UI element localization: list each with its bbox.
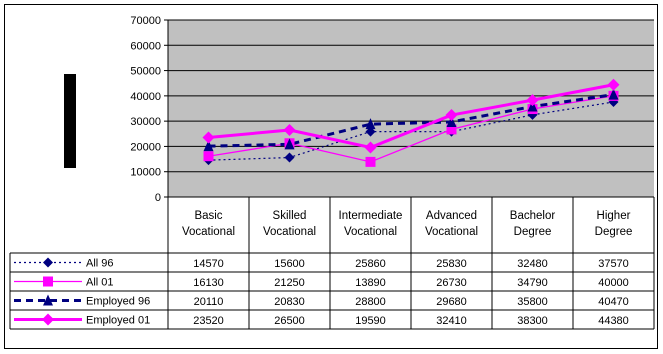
category-label: Vocational <box>344 226 397 238</box>
y-tick-label: 10000 <box>130 167 161 179</box>
category-label: Vocational <box>263 226 316 238</box>
category-label: Degree <box>595 226 633 238</box>
diamond-marker <box>526 94 539 107</box>
triangle-marker <box>43 294 53 306</box>
y-tick-label: 70000 <box>130 15 161 27</box>
category-label: Vocational <box>425 226 478 238</box>
table-cell: 13890 <box>355 277 386 289</box>
table-cell: 26500 <box>274 315 305 327</box>
table-cell: 26730 <box>436 277 467 289</box>
triangle-marker <box>365 118 376 130</box>
table-cell: 44380 <box>598 315 629 327</box>
table-cell: 20110 <box>194 296 224 308</box>
table-cell: 37570 <box>598 258 629 270</box>
table-cell: 21250 <box>274 277 305 289</box>
table-cell: 35800 <box>517 296 548 308</box>
diamond-marker <box>43 257 53 268</box>
table-cell: 32410 <box>436 315 467 327</box>
y-tick-label: 20000 <box>130 141 161 153</box>
table-cell: 29680 <box>436 296 467 308</box>
y-tick-label: 30000 <box>130 116 161 128</box>
triangle-marker <box>608 88 619 100</box>
series-line <box>208 95 614 163</box>
y-tick-label: 60000 <box>130 40 161 52</box>
diamond-marker <box>364 141 377 154</box>
diamond-marker <box>283 123 296 136</box>
table-cell: 40000 <box>598 277 629 289</box>
table-cell: 20830 <box>274 296 305 308</box>
table-cell: 32480 <box>517 258 548 270</box>
table-cell: 16130 <box>193 277 224 289</box>
category-label: Advanced <box>426 210 477 222</box>
table-cell: 40470 <box>598 296 629 308</box>
category-label: Degree <box>514 226 552 238</box>
diamond-marker <box>607 78 620 91</box>
triangle-marker <box>203 140 214 152</box>
diamond-marker <box>284 152 295 163</box>
category-label: Higher <box>597 210 631 222</box>
legend-label: Employed 96 <box>86 296 150 308</box>
y-tick-label: 0 <box>155 192 161 204</box>
table-cell: 38300 <box>517 315 548 327</box>
category-label: Bachelor <box>510 210 556 222</box>
table-cell: 25860 <box>355 258 386 270</box>
legend-label: All 01 <box>86 277 114 289</box>
y-tick-label: 50000 <box>130 66 161 78</box>
legend-label: All 96 <box>86 258 114 270</box>
triangle-marker <box>446 115 457 127</box>
y-tick-label: 40000 <box>130 91 161 103</box>
series-line <box>208 83 614 149</box>
table-cell: 28800 <box>355 296 386 308</box>
table-cell: 14570 <box>193 258 224 270</box>
triangle-marker <box>284 138 295 150</box>
square-marker <box>43 276 53 287</box>
table-cell: 25830 <box>436 258 467 270</box>
category-label: Skilled <box>273 210 307 222</box>
diamond-marker <box>42 313 54 326</box>
series-line <box>208 93 614 148</box>
table-cell: 15600 <box>274 258 305 270</box>
square-marker <box>203 151 214 162</box>
category-label: Basic <box>194 210 222 222</box>
diamond-marker <box>445 109 458 122</box>
plot-area <box>168 20 654 197</box>
category-label: Intermediate <box>339 210 403 222</box>
table-cell: 23520 <box>193 315 224 327</box>
table-cell: 34790 <box>517 277 548 289</box>
square-marker <box>446 124 457 135</box>
square-marker <box>365 156 376 167</box>
diamond-marker <box>202 131 215 144</box>
category-label: Vocational <box>182 226 235 238</box>
legend-label: Employed 01 <box>86 315 150 327</box>
black-bar-decoration <box>64 74 76 168</box>
table-cell: 19590 <box>355 315 386 327</box>
